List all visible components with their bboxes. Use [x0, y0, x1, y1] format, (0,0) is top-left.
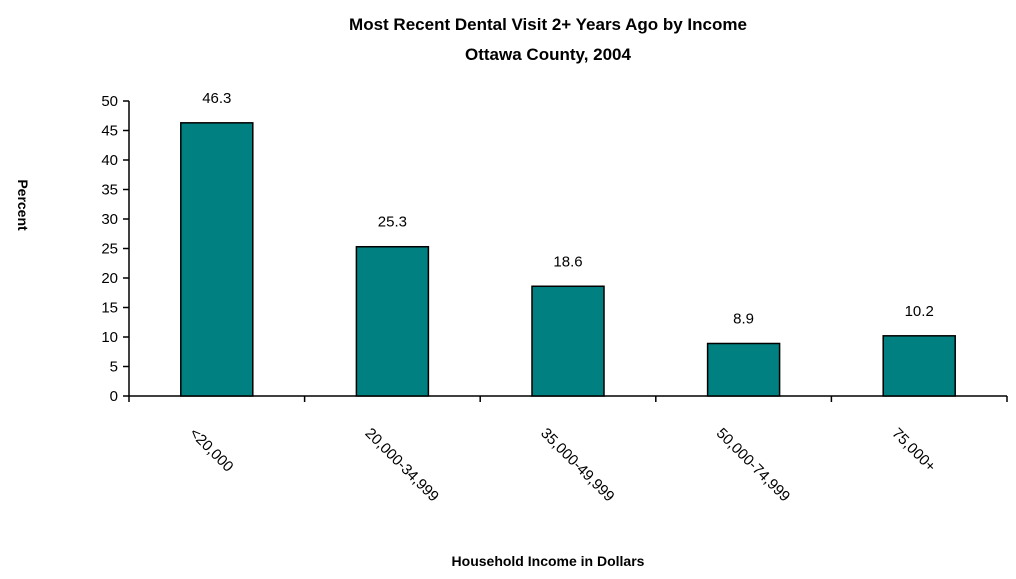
y-tick-label: 15: [101, 300, 118, 317]
data-label: 10.2: [905, 303, 934, 320]
chart-title: Most Recent Dental Visit 2+ Years Ago by…: [349, 15, 747, 34]
y-tick-label: 25: [101, 241, 118, 258]
data-label: 25.3: [378, 214, 407, 231]
y-axis-title: Percent: [15, 179, 31, 231]
y-tick-label: 30: [101, 211, 118, 228]
bar: [180, 122, 254, 397]
category-label: 20,000-34,999: [362, 425, 442, 505]
y-tick-label: 10: [101, 329, 118, 346]
y-tick-label: 0: [110, 388, 118, 405]
plot-area: 0 5 10 15 20 25 30 35 40 45 50 46.3 <20,000 25.3 20,00…: [101, 90, 1008, 505]
category-label: 35,000-49,999: [537, 425, 617, 505]
chart-subtitle: Ottawa County, 2004: [465, 45, 631, 64]
bar: [355, 245, 430, 397]
category-label: 75,000+: [888, 425, 939, 476]
bar: [531, 285, 605, 397]
bar: [706, 342, 781, 397]
data-label: 46.3: [202, 90, 231, 107]
y-tick-label: 5: [110, 359, 118, 376]
category-label: 50,000-74,999: [713, 425, 793, 505]
x-axis-title: Household Income in Dollars: [452, 553, 645, 569]
data-label: 18.6: [553, 253, 582, 270]
y-tick-label: 40: [101, 152, 118, 169]
y-tick-label: 50: [101, 93, 118, 110]
y-tick-label: 20: [101, 270, 118, 287]
data-label: 8.9: [733, 310, 754, 327]
bar: [882, 335, 956, 397]
y-tick-label: 35: [101, 182, 118, 199]
category-label: <20,000: [186, 425, 237, 476]
y-tick-label: 45: [101, 123, 118, 140]
